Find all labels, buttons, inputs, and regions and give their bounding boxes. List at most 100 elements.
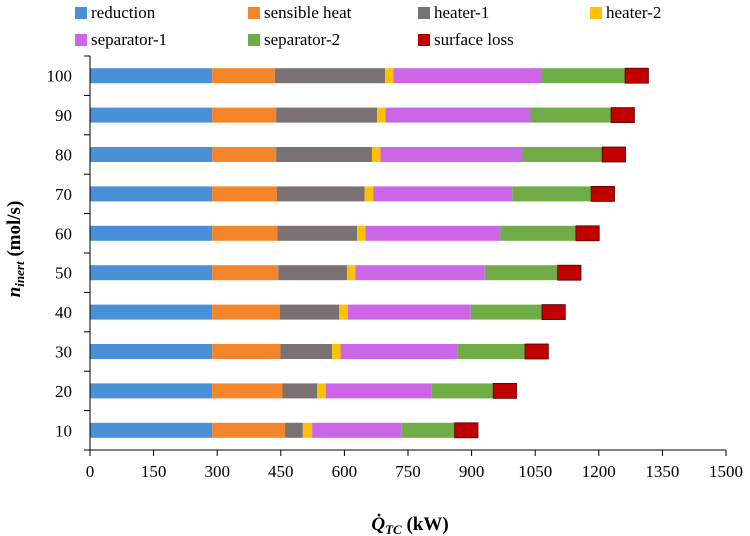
bar-segment-separator-1 — [393, 68, 542, 84]
legend-item-sensible-heat: sensible heat — [248, 3, 352, 22]
x-tick-label: 600 — [332, 462, 358, 481]
bar-segment-reduction — [90, 304, 213, 320]
x-tick-label: 750 — [395, 462, 421, 481]
bar-segment-separator-2 — [512, 186, 592, 202]
y-tick-label: 80 — [55, 146, 72, 165]
x-tick-label: 1050 — [518, 462, 552, 481]
bar-segment-surface-loss — [610, 107, 635, 123]
bar-segment-heater-2 — [385, 68, 394, 84]
bar-segment-separator-1 — [340, 344, 458, 359]
bar-segment-heater-1 — [277, 225, 358, 241]
legend-swatch — [418, 34, 430, 46]
bar-segment-separator-1 — [347, 304, 471, 320]
x-axis-title-sub: TC — [385, 522, 402, 536]
bar-segment-reduction — [90, 225, 213, 241]
legend: reduction sensible heat heater-1 heater-2 se… — [75, 3, 661, 49]
bar-segment-reduction — [90, 107, 213, 123]
bar-segment-reduction — [90, 344, 213, 359]
bar-segment-heater-1 — [276, 186, 365, 202]
y-tick-label: 70 — [55, 185, 72, 204]
legend-swatch — [75, 34, 87, 46]
x-tick-label: 450 — [268, 462, 294, 481]
bar-row-70 — [90, 185, 615, 202]
bar-row-80 — [90, 146, 626, 163]
y-tick-label: 90 — [55, 106, 72, 125]
bar-segment-separator-2 — [541, 68, 626, 84]
bar-segment-separator-1 — [385, 107, 531, 123]
bar-segment-sensible-heat — [212, 147, 277, 162]
bar-segment-surface-loss — [454, 422, 479, 439]
bar-segment-surface-loss — [557, 264, 582, 281]
legend-label: surface loss — [434, 30, 514, 49]
bar-segment-separator-2 — [500, 225, 576, 241]
x-tick-label: 1500 — [709, 462, 743, 481]
bar-segment-separator-2 — [457, 344, 526, 359]
bar-row-10 — [90, 422, 479, 439]
bar-segment-separator-2 — [484, 265, 558, 281]
y-axis-title-sub: inert — [12, 261, 27, 287]
bar-row-40 — [90, 304, 566, 321]
bar-segment-separator-1 — [380, 147, 523, 162]
bar-segment-sensible-heat — [212, 225, 278, 241]
bar-row-100 — [90, 67, 649, 84]
bar-row-60 — [90, 225, 600, 242]
legend-item-heater-2: heater-2 — [590, 3, 661, 22]
legend-label: heater-2 — [606, 3, 661, 22]
bar-segment-reduction — [90, 147, 213, 162]
legend-label: reduction — [91, 3, 156, 22]
legend-swatch — [248, 34, 260, 46]
bar-segment-separator-1 — [373, 186, 513, 202]
bar-segment-sensible-heat — [212, 344, 281, 359]
x-tick-label: 1350 — [645, 462, 679, 481]
y-tick-label: 40 — [55, 303, 72, 322]
y-tick-label: 20 — [55, 382, 72, 401]
bar-segment-surface-loss — [590, 185, 615, 202]
bar-segment-sensible-heat — [212, 107, 277, 123]
bar-segment-separator-1 — [355, 265, 485, 281]
bar-segment-separator-1 — [312, 422, 402, 438]
bar-segment-separator-2 — [530, 107, 612, 123]
legend-label: separator-2 — [264, 30, 340, 49]
legend-item-reduction: reduction — [75, 3, 156, 22]
legend-swatch — [418, 7, 430, 19]
bar-segment-heater-1 — [282, 383, 318, 399]
bar-segment-heater-2 — [346, 265, 356, 281]
bar-segment-separator-2 — [470, 304, 542, 320]
y-axis-title: ninert (mol/s) — [4, 201, 27, 298]
bar-segment-heater-1 — [276, 107, 378, 123]
bar-segment-heater-2 — [357, 225, 366, 241]
bar-segment-heater-1 — [280, 344, 333, 359]
x-axis-title-unit: (kW) — [402, 514, 449, 535]
bar-row-50 — [90, 264, 582, 281]
legend-item-separator-2: separator-2 — [248, 30, 340, 49]
bar-segment-sensible-heat — [212, 422, 286, 438]
legend-item-separator-1: separator-1 — [75, 30, 167, 49]
bar-segment-surface-loss — [624, 67, 649, 84]
bar-segment-surface-loss — [575, 225, 600, 242]
legend-swatch — [75, 7, 87, 19]
x-tick-label: 900 — [459, 462, 485, 481]
y-tick-labels: 10 20 30 40 50 60 70 80 90 100 — [47, 67, 73, 441]
bar-segment-heater-1 — [285, 422, 303, 438]
bar-segment-heater-2 — [377, 107, 386, 123]
bar-row-90 — [90, 107, 635, 123]
legend-label: heater-1 — [434, 3, 489, 22]
bar-segment-reduction — [90, 265, 213, 281]
bar-segment-heater-2 — [332, 344, 341, 359]
legend-label: sensible heat — [264, 3, 352, 22]
x-axis-title-main: Q̇ — [371, 513, 385, 535]
y-tick-label: 10 — [55, 421, 72, 440]
bar-segment-reduction — [90, 422, 213, 438]
bar-segment-surface-loss — [524, 343, 549, 360]
bar-segment-surface-loss — [601, 146, 626, 163]
legend-item-surface-loss: surface loss — [418, 30, 514, 49]
y-tick-label: 30 — [55, 343, 72, 362]
bar-segment-separator-1 — [365, 225, 501, 241]
bar-segment-reduction — [90, 68, 213, 84]
bar-segment-surface-loss — [541, 304, 566, 321]
x-tick-label: 300 — [204, 462, 230, 481]
bar-segment-separator-2 — [401, 422, 455, 438]
y-tick-label: 100 — [47, 67, 73, 86]
x-tick-label: 1200 — [582, 462, 616, 481]
